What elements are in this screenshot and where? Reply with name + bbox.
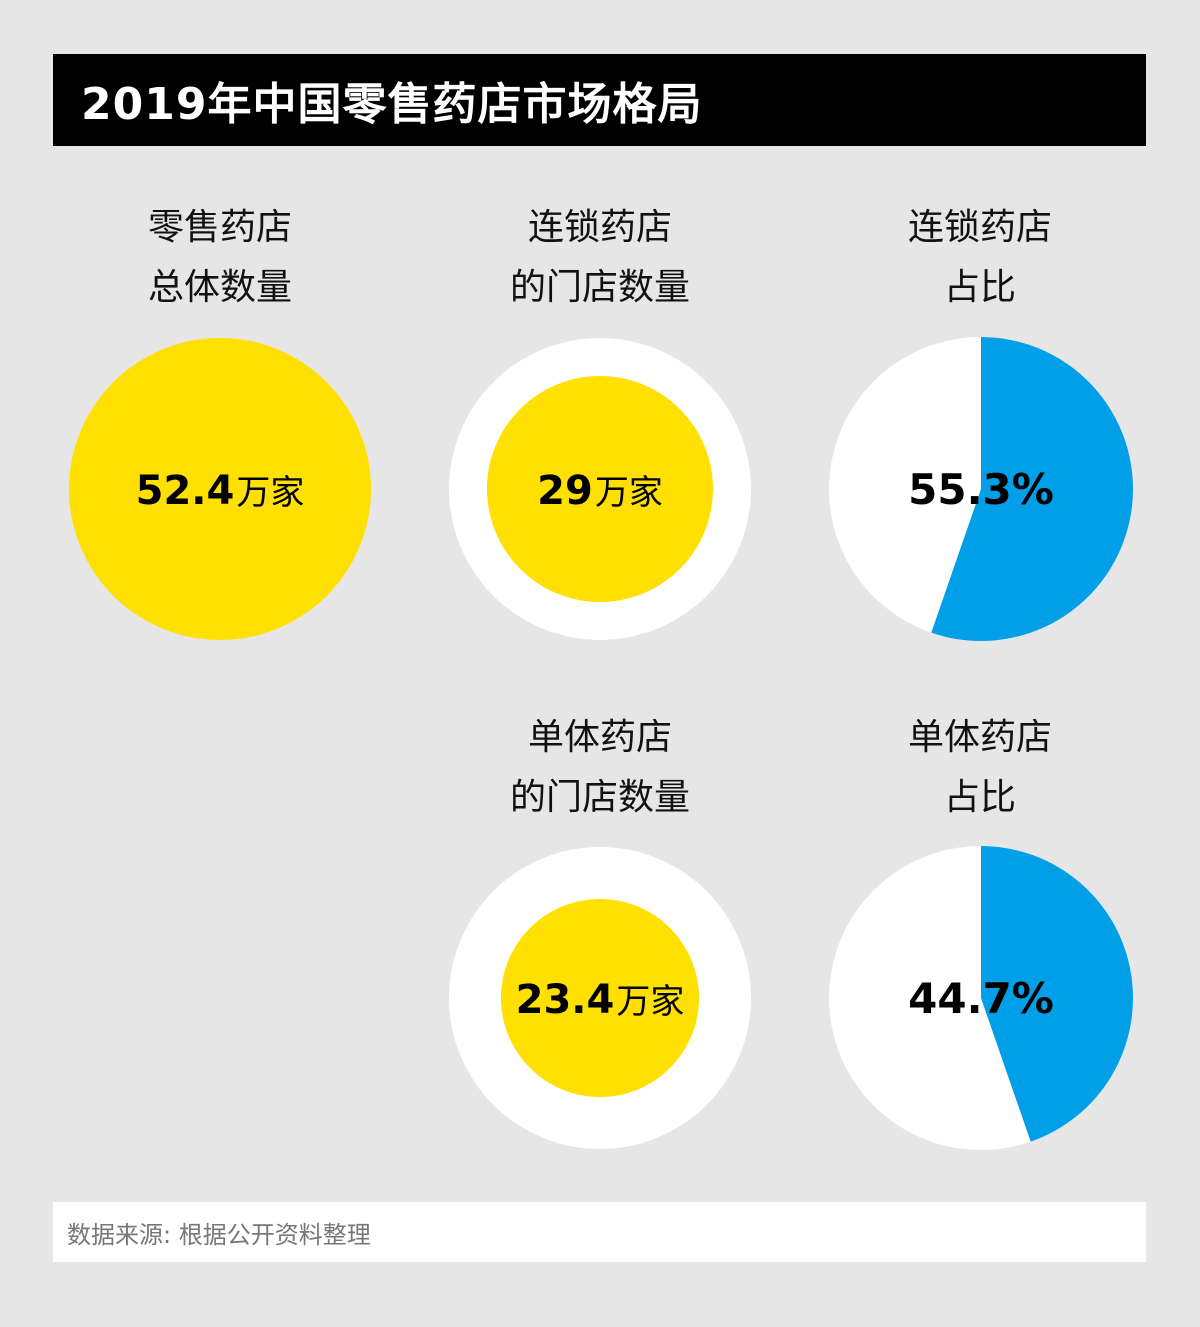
pie-chain-share-slice	[931, 337, 1133, 641]
label-total-line2: 总体数量	[147, 267, 292, 308]
label-chain-count-line1: 连锁药店	[527, 207, 672, 248]
ring-independent-count: 23.4 万家	[449, 847, 751, 1149]
bubble-independent-count-number: 23.4	[515, 976, 615, 1023]
bubble-chain-count-value: 29 万家	[537, 465, 663, 514]
bubble-total-value: 52.4 万家	[136, 465, 305, 514]
ring-chain-count: 29 万家	[449, 338, 751, 640]
label-chain-count-line2: 的门店数量	[509, 267, 690, 308]
label-chain-share-line2: 占比	[943, 267, 1016, 308]
pie-independent-share-slice	[981, 846, 1133, 1142]
label-independent-share-line2: 占比	[943, 777, 1016, 818]
pie-independent-share: 44.7%	[829, 846, 1133, 1150]
bubble-independent-count-unit: 万家	[616, 981, 685, 1022]
bubble-chain-count-number: 29	[537, 467, 593, 514]
label-chain-share: 连锁药店 占比	[820, 198, 1140, 318]
label-total-line1: 零售药店	[147, 207, 292, 248]
label-independent-count: 单体药店 的门店数量	[440, 708, 760, 828]
bubble-total: 52.4 万家	[69, 338, 371, 640]
bubble-independent-count: 23.4 万家	[501, 899, 699, 1097]
label-independent-count-line2: 的门店数量	[509, 777, 690, 818]
pie-chain-share: 55.3%	[829, 337, 1133, 641]
pie-independent-share-value: 44.7%	[908, 973, 1054, 1023]
bubble-chain-count: 29 万家	[487, 376, 713, 602]
bubble-chain-count-unit: 万家	[594, 472, 663, 513]
pie-chain-share-value: 55.3%	[908, 464, 1054, 514]
bubble-independent-count-value: 23.4 万家	[516, 974, 685, 1023]
label-total: 零售药店 总体数量	[60, 198, 380, 318]
label-independent-share-line1: 单体药店	[907, 717, 1052, 758]
bubble-total-unit: 万家	[236, 472, 305, 513]
data-source: 数据来源: 根据公开资料整理	[53, 1202, 1146, 1262]
label-chain-share-line1: 连锁药店	[907, 207, 1052, 248]
chart-title: 2019年中国零售药店市场格局	[53, 54, 1146, 146]
bubble-total-number: 52.4	[135, 467, 235, 514]
label-independent-share: 单体药店 占比	[820, 708, 1140, 828]
label-independent-count-line1: 单体药店	[527, 717, 672, 758]
label-chain-count: 连锁药店 的门店数量	[440, 198, 760, 318]
